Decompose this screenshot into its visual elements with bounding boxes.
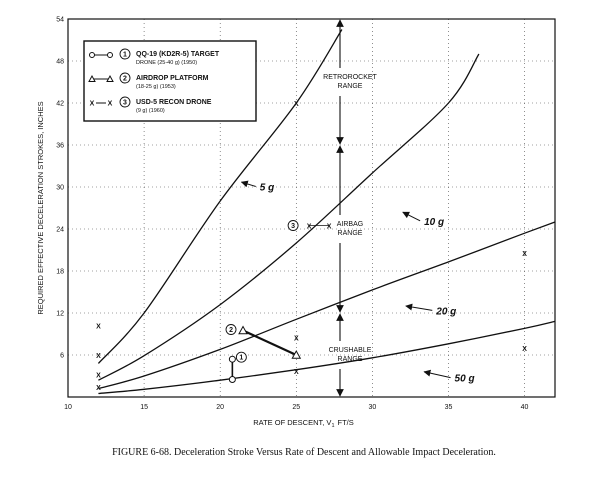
range-label-2: RANGE xyxy=(338,230,363,237)
legend-swatch-marker xyxy=(89,52,95,58)
label-5g: 5 g xyxy=(260,183,274,194)
legend-number-circle xyxy=(119,96,131,108)
range-label: AIRBAG xyxy=(337,221,363,228)
legend-entry-title: QQ-19 (KD2R-5) TARGET xyxy=(136,51,220,58)
legend-swatch-marker xyxy=(106,74,114,82)
data-point-x-marker: X xyxy=(294,369,299,376)
y-axis-label: REQUIRED EFFECTIVE DECELERATION STROKES,… xyxy=(36,101,45,314)
curve-50g xyxy=(98,320,556,395)
legend-entry-sub: DRONE (25-40 g) (1950) xyxy=(136,60,197,66)
x-tick-label: 10 xyxy=(64,404,72,411)
stroke-ranges: RETROROCKET RANGE AIRBAG RANGE CRUSHABLE RANG… xyxy=(323,19,378,397)
data-point-x-marker: X xyxy=(294,101,299,108)
y-tick-label: 42 xyxy=(56,101,64,108)
data-point-x-marker: X xyxy=(522,251,527,258)
legend-number-circle xyxy=(119,48,131,60)
y-tick-label: 6 xyxy=(60,353,64,360)
g-level-labels: 5 g 10 g 20 g 50 g xyxy=(240,180,475,385)
legend-entry-title: USD-5 RECON DRONE xyxy=(136,99,212,106)
legend-swatch-marker xyxy=(107,52,113,58)
range-label: RETROROCKET xyxy=(323,74,377,81)
system-3-marker: X xyxy=(307,224,312,231)
label-20g: 20 g xyxy=(435,306,456,317)
y-tick-label: 30 xyxy=(56,185,64,192)
series-curves xyxy=(97,29,556,395)
y-tick-label: 54 xyxy=(56,17,64,24)
x-tick-label: 15 xyxy=(140,404,148,411)
system-3-callout-number: 3 xyxy=(291,223,295,230)
legend-number: 3 xyxy=(123,100,127,107)
label-leader-10g xyxy=(402,211,421,222)
x-axis-label-unit: FT/S xyxy=(338,418,354,427)
curve-20g xyxy=(98,221,556,390)
legend-number: 2 xyxy=(123,76,127,83)
label-leader-20g xyxy=(405,303,433,311)
curve-5g xyxy=(97,29,343,364)
label-50g: 50 g xyxy=(455,374,475,385)
system-3-marker: X xyxy=(327,224,332,231)
y-tick-label: 18 xyxy=(56,269,64,276)
label-10g: 10 g xyxy=(424,217,444,228)
legend-entry-sub: (9 g) (1960) xyxy=(136,108,165,114)
curve-10g xyxy=(98,53,480,381)
system-3-callout xyxy=(287,220,299,231)
range-label-2: RANGE xyxy=(338,83,363,90)
range-label: CRUSHABLE xyxy=(329,347,372,354)
legend-entry-title: AIRDROP PLATFORM xyxy=(136,75,209,82)
data-point-x-marker: X xyxy=(96,353,101,360)
y-tick-label: 24 xyxy=(56,227,64,234)
figure-caption: FIGURE 6-68. Deceleration Stroke Versus … xyxy=(112,447,496,458)
range-label-2: RANGE xyxy=(338,356,363,363)
system-2-callout-number: 2 xyxy=(229,327,233,334)
y-tick-label: 36 xyxy=(56,143,64,150)
x-axis-label: RATE OF DESCENT, V1 FT/S xyxy=(253,418,354,429)
x-tick-label: 40 xyxy=(521,404,529,411)
system-1-callout xyxy=(235,351,247,363)
data-point-x-marker: X xyxy=(96,385,101,392)
x-tick-label: 25 xyxy=(292,404,300,411)
legend-number: 1 xyxy=(123,52,127,59)
data-point-x-marker: X xyxy=(294,336,299,343)
data-point-x-marker: X xyxy=(522,346,527,353)
system-2-marker xyxy=(291,349,302,359)
legend-swatch-marker: X xyxy=(108,101,113,108)
system-1-marker xyxy=(228,376,236,383)
legend-number-circle xyxy=(119,72,131,84)
legend-entry-sub: (18-25 g) (1953) xyxy=(136,84,176,90)
x-tick-label: 35 xyxy=(445,404,453,411)
x-tick-label: 30 xyxy=(368,404,376,411)
system-2-marker xyxy=(238,325,248,335)
x-axis-label-main: RATE OF DESCENT, V xyxy=(253,418,331,427)
data-point-x-marker: X xyxy=(96,324,101,331)
system-2-callout xyxy=(225,324,237,335)
x-tick-label: 20 xyxy=(216,404,224,411)
plot-frame xyxy=(67,18,556,398)
data-point-x-marker: X xyxy=(96,373,101,380)
legend-swatch-marker xyxy=(88,74,96,82)
y-tick-label: 12 xyxy=(56,311,64,318)
legend-swatch-marker: X xyxy=(90,101,95,108)
system-1-callout-number: 1 xyxy=(239,355,243,362)
legend: 1 QQ-19 (KD2R-5) TARGET DRONE (25-40 g) (1… xyxy=(83,40,257,122)
system-2-line xyxy=(242,329,297,356)
label-leader-50g xyxy=(423,369,451,379)
label-leader-5g xyxy=(240,180,256,188)
system-1-marker xyxy=(228,355,236,363)
y-tick-label: 48 xyxy=(56,59,64,66)
historical-systems: 1 2 X X 3 xyxy=(225,220,332,383)
x-axis-label-sub: 1 xyxy=(331,423,334,429)
